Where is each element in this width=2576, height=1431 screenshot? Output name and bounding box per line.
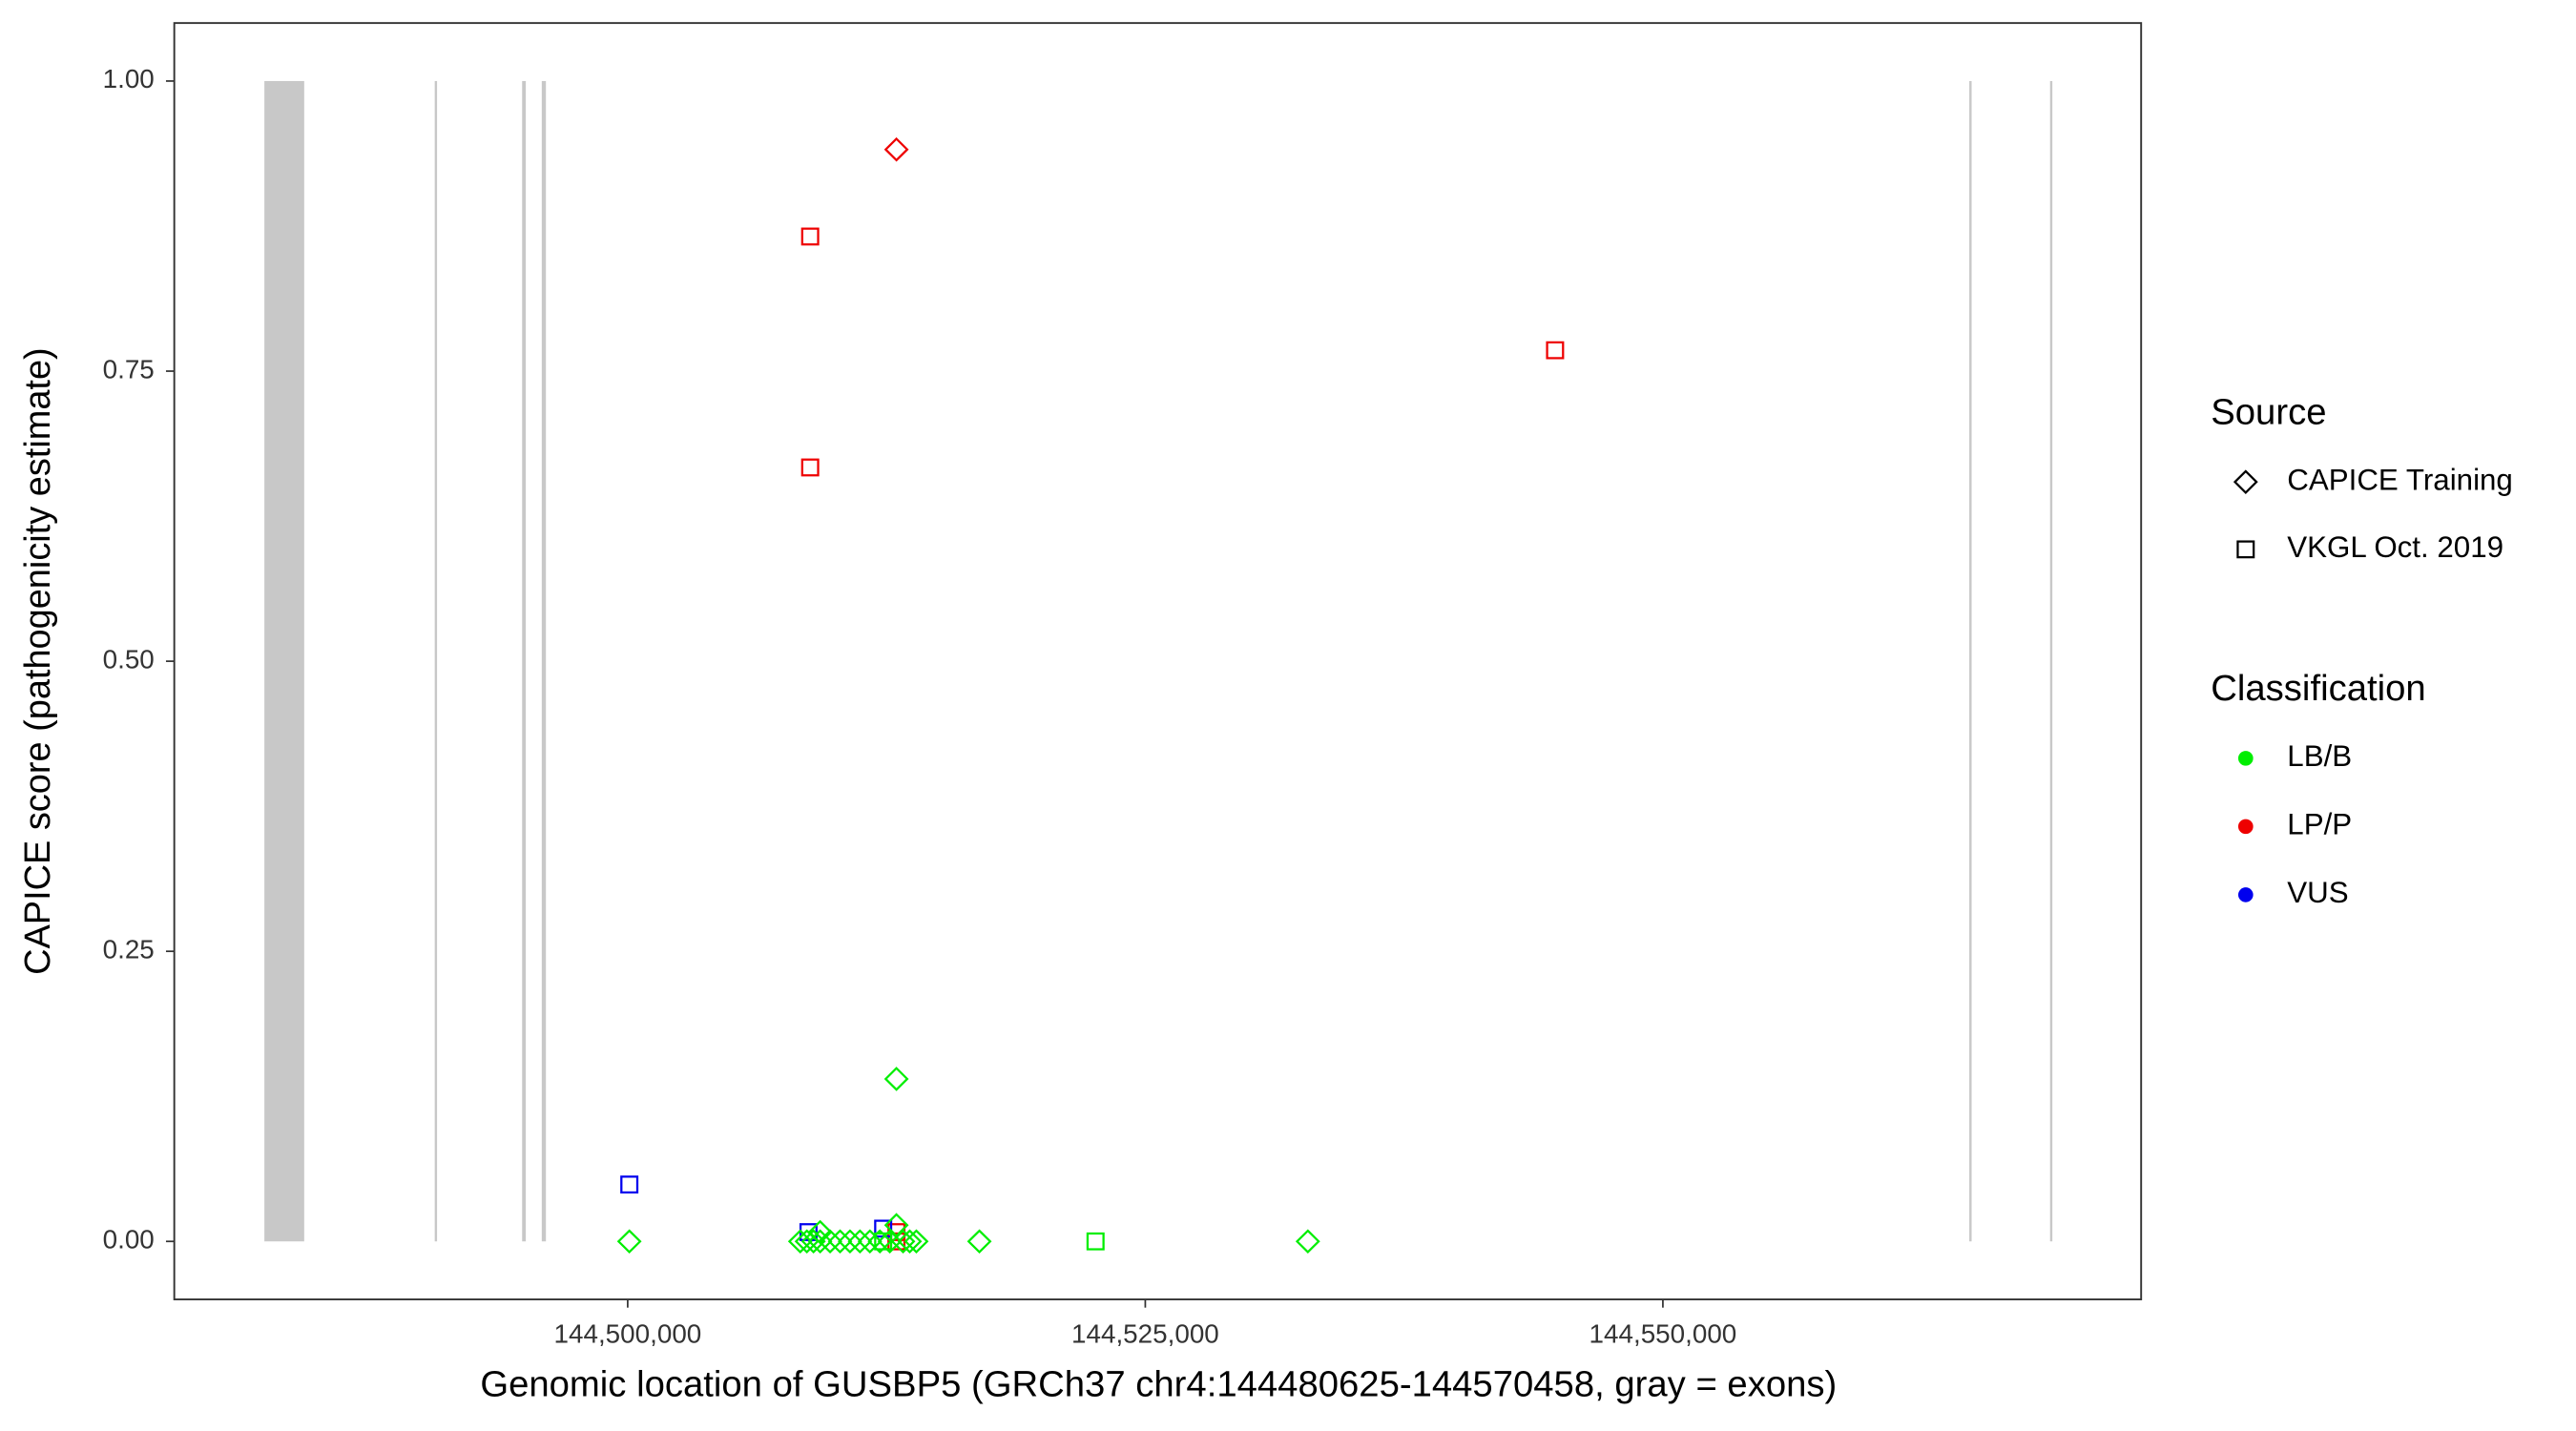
legend-label: LB/B — [2287, 739, 2352, 773]
point — [857, 1229, 883, 1255]
point — [847, 1229, 873, 1255]
legend-key — [2237, 887, 2254, 902]
legend-label: VKGL Oct. 2019 — [2287, 530, 2503, 564]
legend-key — [2237, 751, 2254, 766]
exon — [2049, 80, 2053, 1242]
exon — [1969, 80, 1972, 1242]
point — [818, 1229, 842, 1255]
legend-label: LP/P — [2287, 808, 2352, 841]
panel-border — [173, 22, 2143, 1301]
point — [827, 1229, 853, 1255]
point — [800, 1229, 826, 1255]
exon — [541, 80, 547, 1242]
point — [966, 1229, 992, 1255]
legend-label: VUS — [2287, 876, 2348, 909]
point — [1086, 1232, 1105, 1251]
point — [620, 1175, 639, 1194]
y-axis-title: CAPICE score (pathogenicity estimate) — [18, 347, 58, 975]
x-tick-label: 144,550,000 — [1589, 1318, 1737, 1348]
y-tick-label: 0.00 — [103, 1225, 155, 1255]
point — [874, 1232, 893, 1251]
point — [867, 1229, 893, 1255]
point — [1546, 341, 1565, 360]
point — [838, 1229, 862, 1255]
point — [883, 136, 909, 162]
y-tick-label: 0.50 — [103, 644, 155, 674]
point — [807, 1229, 833, 1255]
x-axis-title: Genomic location of GUSBP5 (GRCh37 chr4:… — [480, 1365, 1837, 1405]
legend-label: CAPICE Training — [2287, 463, 2513, 496]
exon — [264, 80, 304, 1242]
point — [883, 1067, 909, 1091]
legend-title: Source — [2211, 393, 2326, 433]
point — [904, 1229, 929, 1255]
y-tick-label: 1.00 — [103, 64, 155, 93]
x-tick-label: 144,525,000 — [1071, 1318, 1219, 1348]
legend-key — [2236, 540, 2255, 559]
exon — [522, 80, 527, 1242]
point — [800, 458, 820, 477]
exon — [434, 80, 438, 1242]
legend-key — [2233, 469, 2258, 494]
point — [800, 227, 820, 246]
y-tick-label: 0.75 — [103, 354, 155, 384]
legend-key — [2237, 819, 2254, 835]
point — [1295, 1229, 1320, 1255]
x-tick-label: 144,500,000 — [554, 1318, 702, 1348]
point — [897, 1229, 923, 1255]
point — [616, 1229, 642, 1255]
legend-title: Classification — [2211, 669, 2425, 709]
y-tick-label: 0.25 — [103, 935, 155, 964]
